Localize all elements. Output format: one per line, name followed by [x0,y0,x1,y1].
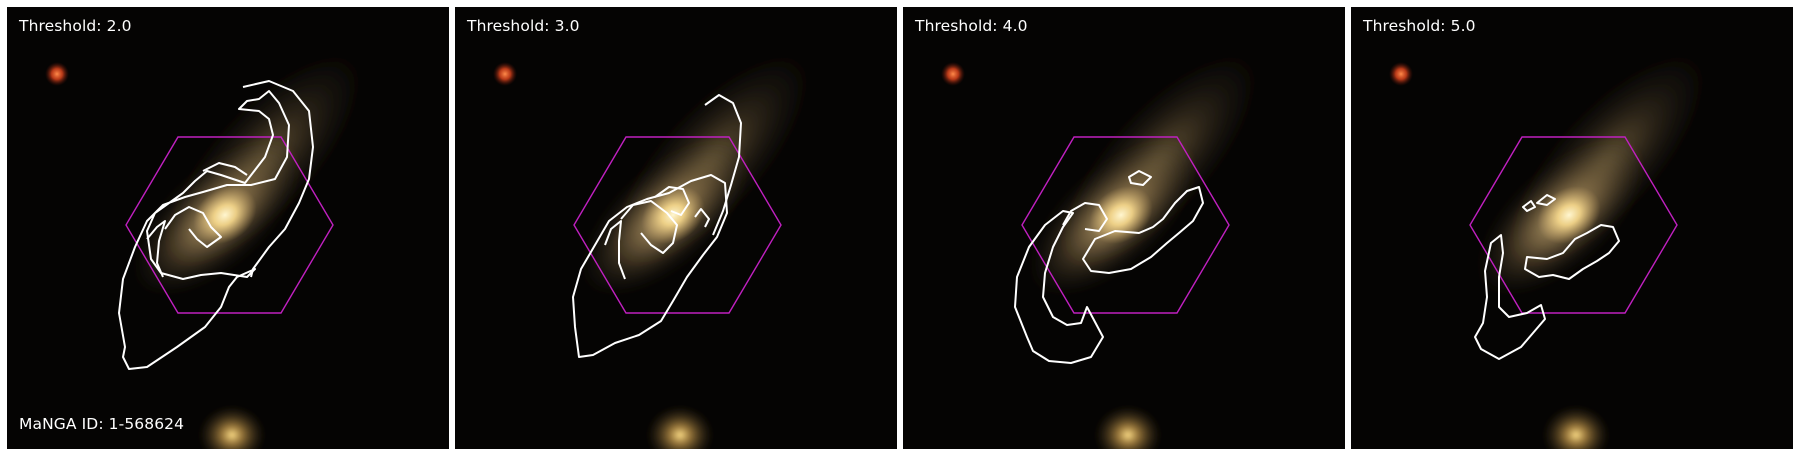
ifu-hexagon [1469,136,1678,314]
threshold-label: Threshold: 4.0 [915,17,1028,35]
galaxy-image [903,7,1345,449]
manga-id-label: MaNGA ID: 1-568624 [19,415,185,433]
ifu-hexagon [573,136,782,314]
contour-lines [118,80,314,370]
panel-threshold-5: Threshold: 5.0 [1351,7,1793,449]
galaxy-image [1351,7,1793,449]
ifu-hexagon [1021,136,1230,314]
panel-threshold-2: Threshold: 2.0 MaNGA ID: 1-568624 [7,7,449,449]
panel-threshold-4: Threshold: 4.0 [903,7,1345,449]
threshold-label: Threshold: 5.0 [1363,17,1476,35]
threshold-label: Threshold: 3.0 [467,17,580,35]
threshold-label: Threshold: 2.0 [19,17,132,35]
galaxy-image [7,7,449,449]
contour-lines [1474,194,1620,360]
contour-lines [1014,170,1204,364]
galaxy-image [455,7,897,449]
contour-lines [572,94,742,358]
ifu-hexagon [125,136,334,314]
panel-threshold-3: Threshold: 3.0 [455,7,897,449]
